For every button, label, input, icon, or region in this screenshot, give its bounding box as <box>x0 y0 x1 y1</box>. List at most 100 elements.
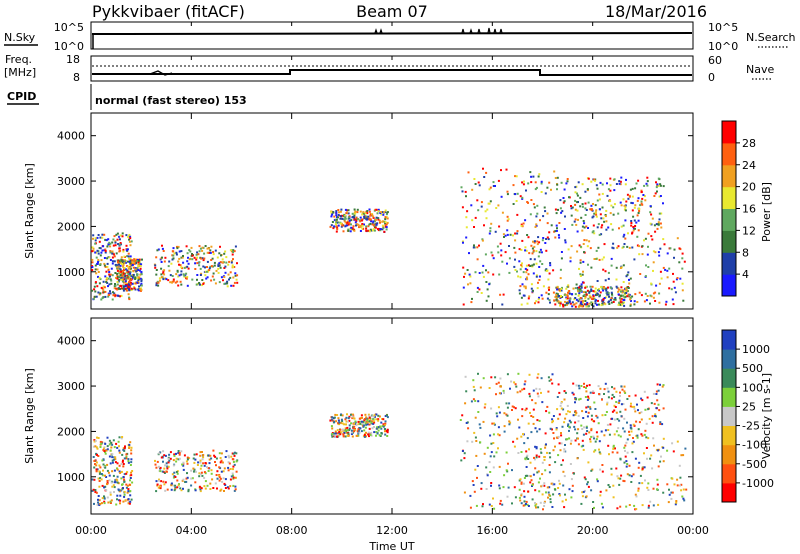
data-cell <box>468 273 471 276</box>
data-cell <box>646 457 648 460</box>
data-cell <box>629 188 632 191</box>
data-cell <box>527 201 529 204</box>
data-cell <box>135 260 138 262</box>
data-cell <box>168 459 171 462</box>
data-cell <box>375 434 377 437</box>
data-cell <box>128 233 131 236</box>
data-cell <box>120 489 123 492</box>
data-cell <box>97 271 100 273</box>
data-cell <box>502 389 505 392</box>
data-cell <box>577 414 580 417</box>
data-cell <box>370 431 373 434</box>
data-cell <box>103 257 106 259</box>
data-cell <box>566 178 569 180</box>
data-cell <box>568 410 571 413</box>
data-cell <box>666 449 669 452</box>
data-cell <box>109 292 112 295</box>
data-cell <box>575 411 578 414</box>
data-cell <box>188 457 191 460</box>
velocity-ylabel: Slant Range [km] <box>23 368 36 464</box>
data-cell <box>186 276 189 278</box>
data-cell <box>562 303 564 306</box>
data-cell <box>97 477 100 480</box>
data-cell <box>351 212 354 215</box>
data-cell <box>655 390 658 393</box>
data-cell <box>97 291 100 294</box>
data-cell <box>516 213 519 216</box>
data-cell <box>587 297 590 300</box>
data-cell <box>361 218 364 221</box>
data-cell <box>343 432 346 434</box>
data-cell <box>481 271 484 274</box>
data-cell <box>513 265 516 268</box>
data-cell <box>98 293 101 296</box>
data-cell <box>178 486 180 488</box>
data-cell <box>386 414 388 417</box>
data-cell <box>235 278 238 281</box>
data-cell <box>625 441 628 444</box>
data-cell <box>558 413 561 416</box>
data-cell <box>577 420 580 423</box>
data-cell <box>186 476 189 479</box>
data-cell <box>181 463 184 466</box>
data-cell <box>102 285 105 288</box>
colorbar-segment <box>722 406 736 426</box>
data-cell <box>620 403 623 406</box>
data-cell <box>361 223 364 225</box>
data-cell <box>564 304 567 307</box>
data-cell <box>115 503 118 506</box>
data-cell <box>471 297 473 300</box>
data-cell <box>130 240 133 243</box>
data-cell <box>530 199 533 201</box>
noise-tick-low: 10^0 <box>54 40 84 53</box>
data-cell <box>199 467 202 470</box>
data-cell <box>108 241 111 244</box>
data-cell <box>548 493 551 496</box>
data-cell <box>462 241 464 244</box>
data-cell <box>158 452 161 455</box>
data-cell <box>628 395 631 398</box>
data-cell <box>368 435 370 438</box>
data-cell <box>362 420 365 423</box>
data-cell <box>568 290 571 292</box>
data-cell <box>610 397 613 400</box>
data-cell <box>155 490 158 493</box>
data-cell <box>571 490 574 493</box>
data-cell <box>221 261 224 264</box>
data-cell <box>583 382 585 385</box>
data-cell <box>559 404 562 407</box>
data-cell <box>524 380 527 383</box>
data-cell <box>531 252 534 255</box>
data-cell <box>511 502 513 505</box>
data-cell <box>104 295 107 298</box>
data-cell <box>479 441 482 444</box>
data-cell <box>498 484 501 487</box>
data-cell <box>516 232 519 235</box>
data-cell <box>204 266 206 269</box>
data-cell <box>487 271 490 274</box>
data-cell <box>111 262 114 265</box>
data-cell <box>121 235 124 238</box>
data-cell <box>373 224 375 227</box>
data-cell <box>103 495 105 498</box>
data-cell <box>576 201 579 204</box>
data-cell <box>610 301 613 304</box>
data-cell <box>330 210 333 213</box>
data-cell <box>122 284 125 287</box>
data-cell <box>548 299 551 302</box>
data-cell <box>485 171 488 174</box>
data-cell <box>499 293 502 296</box>
data-cell <box>571 223 574 226</box>
data-cell <box>548 471 551 474</box>
data-cell <box>601 464 604 466</box>
data-cell <box>531 264 534 267</box>
data-cell <box>500 169 502 172</box>
data-cell <box>99 236 102 239</box>
data-cell <box>542 237 545 239</box>
data-cell <box>210 457 213 460</box>
data-cell <box>176 270 179 273</box>
data-cell <box>576 457 579 460</box>
data-cell <box>104 442 107 445</box>
data-cell <box>208 458 211 461</box>
data-cell <box>584 207 587 210</box>
